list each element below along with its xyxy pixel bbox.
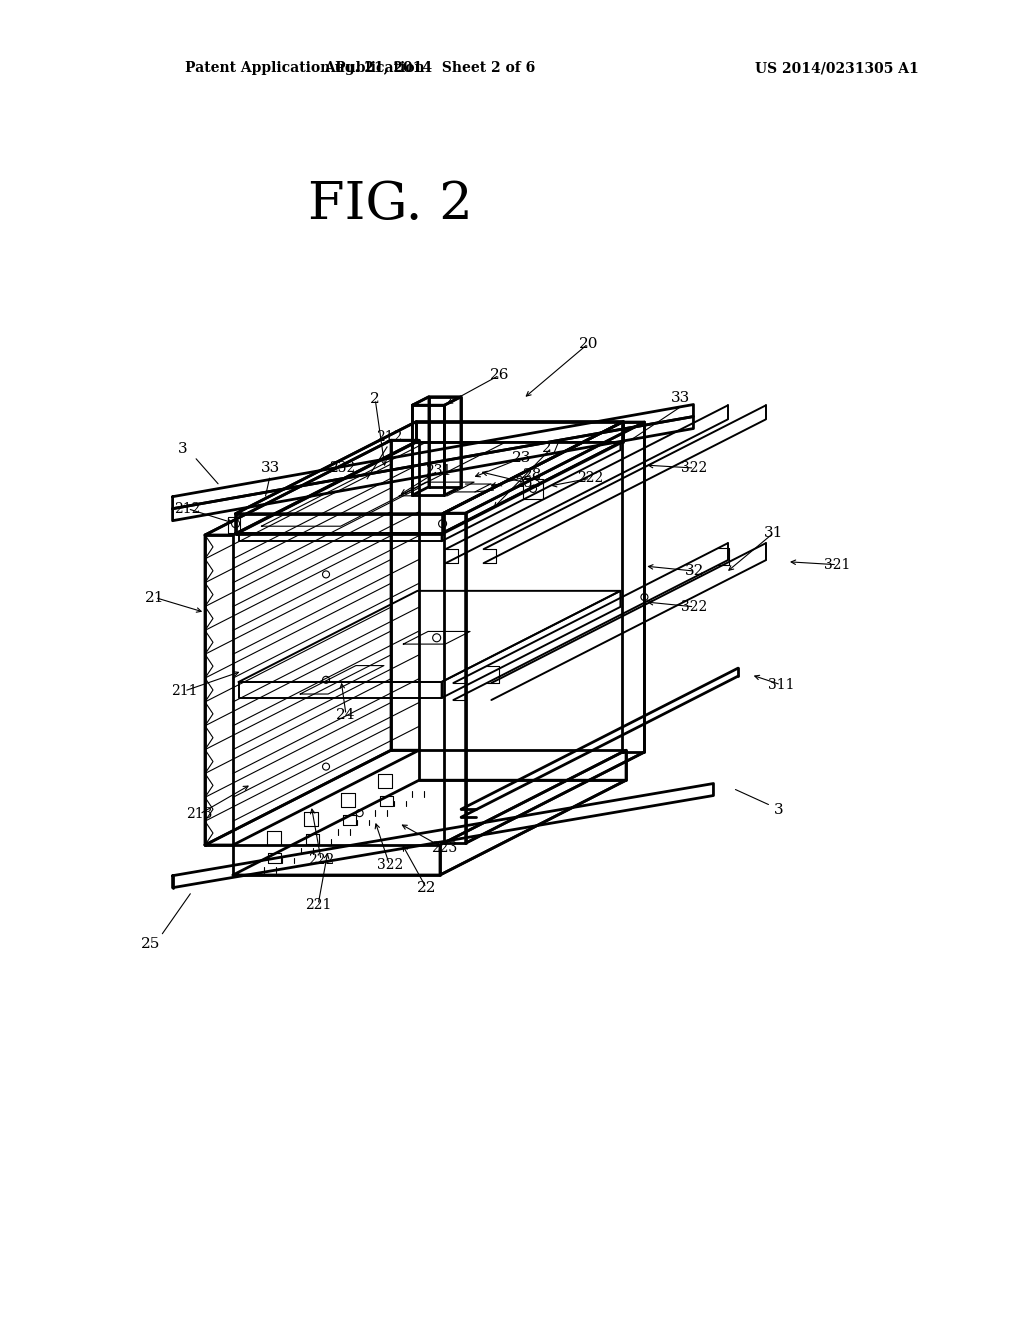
Text: 24: 24 (336, 708, 355, 722)
Text: 212: 212 (174, 502, 201, 516)
Text: 221: 221 (305, 898, 332, 912)
Text: 3: 3 (774, 803, 783, 817)
Text: 232: 232 (329, 461, 355, 475)
Text: 21: 21 (145, 590, 165, 605)
Text: 231: 231 (425, 463, 452, 478)
Text: 23: 23 (512, 451, 531, 465)
Text: Patent Application Publication: Patent Application Publication (185, 61, 425, 75)
Text: 233: 233 (515, 477, 542, 491)
Text: 211: 211 (171, 684, 198, 698)
Text: 2: 2 (371, 392, 380, 407)
Text: 322: 322 (681, 461, 708, 475)
Text: 33: 33 (672, 391, 690, 405)
Text: 223: 223 (431, 841, 457, 855)
Text: 222: 222 (578, 471, 603, 486)
Text: Aug. 21, 2014  Sheet 2 of 6: Aug. 21, 2014 Sheet 2 of 6 (325, 61, 536, 75)
Text: 22: 22 (417, 880, 436, 895)
Text: 27: 27 (542, 441, 561, 455)
Text: 322: 322 (681, 599, 708, 614)
Text: 311: 311 (768, 677, 795, 692)
Text: 3: 3 (178, 442, 187, 455)
Text: 20: 20 (579, 337, 598, 351)
Text: 322: 322 (377, 858, 402, 873)
Text: US 2014/0231305 A1: US 2014/0231305 A1 (755, 61, 919, 75)
Text: 222: 222 (308, 853, 334, 867)
Text: 213: 213 (186, 807, 213, 821)
Text: 28: 28 (523, 469, 543, 482)
Text: 212: 212 (376, 430, 402, 444)
Text: 26: 26 (489, 368, 509, 383)
Text: 31: 31 (764, 525, 783, 540)
Text: 25: 25 (140, 937, 160, 950)
Text: 33: 33 (261, 461, 281, 475)
Text: 32: 32 (685, 564, 705, 578)
Text: 321: 321 (824, 558, 850, 572)
Text: FIG. 2: FIG. 2 (307, 180, 472, 231)
